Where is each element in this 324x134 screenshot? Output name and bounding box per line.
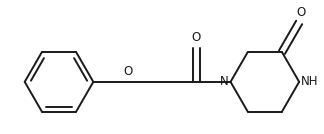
Text: NH: NH [301,75,318,88]
Text: O: O [123,65,132,78]
Text: N: N [220,75,229,88]
Text: O: O [191,31,201,44]
Text: O: O [296,6,306,19]
